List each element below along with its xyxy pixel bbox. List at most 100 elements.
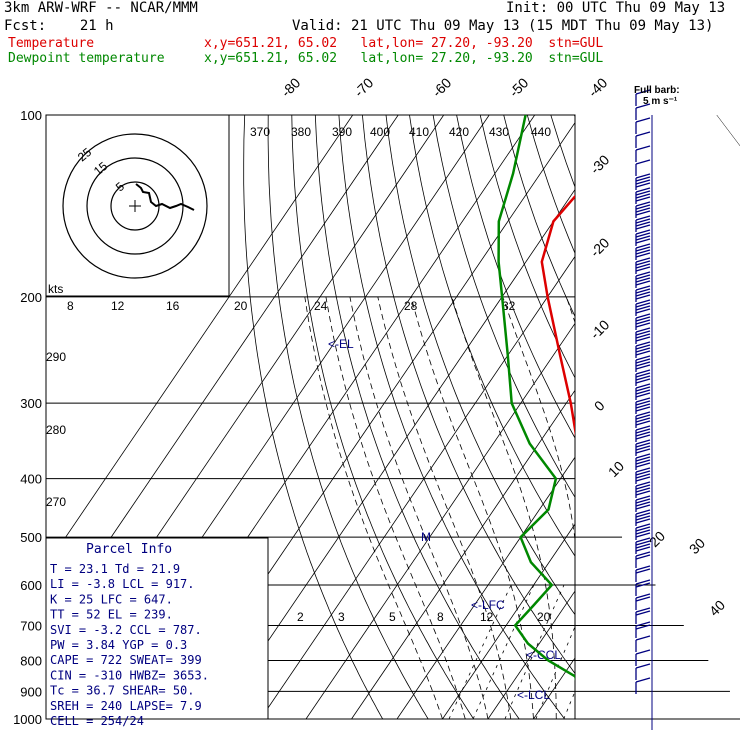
theta-label: 380: [291, 125, 311, 139]
parcel-info-row: LI = -3.8 LCL = 917.: [50, 577, 195, 591]
wind-barb-flag: [635, 266, 651, 272]
pressure-label: 500: [20, 530, 42, 545]
barb-legend: Full barb:: [634, 85, 680, 96]
wind-barb-flag: [635, 456, 651, 462]
moist-adiabat: [565, 296, 575, 324]
wind-barb-flag: [635, 263, 651, 269]
dry-adiabat: [692, 115, 740, 719]
wind-barb-flag: [635, 350, 651, 356]
wind-barb-flag: [635, 252, 651, 258]
isotherm-label: -10: [587, 316, 613, 342]
dry-adiabat: [314, 115, 520, 719]
wind-barb-flag: [635, 215, 651, 221]
wind-barb-flag: [635, 232, 651, 238]
moist-adiabat: [670, 297, 740, 719]
isotherm-line: [46, 115, 354, 567]
plot-frame: [45, 114, 576, 720]
dry-adiabat: [385, 115, 575, 616]
mixing-ratio-label: 20: [234, 299, 248, 313]
mixing-ratio-label: 32: [502, 299, 516, 313]
pressure-label: 1000: [13, 712, 42, 727]
wind-barb-flag: [635, 593, 651, 599]
theta-label: 410: [409, 125, 429, 139]
theta-label: 270: [46, 495, 66, 509]
wind-barb-flag: [635, 190, 651, 196]
isotherm-label: 0: [591, 397, 608, 414]
pressure-label: 400: [20, 472, 42, 487]
dry-adiabat: [267, 115, 429, 719]
wind-barb-flag: [635, 532, 651, 538]
wind-barb-flag: [635, 523, 651, 529]
wind-barb-flag: [635, 509, 651, 515]
wind-barb-flag: [635, 445, 651, 451]
parcel-info-row: CAPE = 722 SWEAT= 399: [50, 653, 202, 667]
theta-label: 280: [46, 423, 66, 437]
wind-barb-flag: [635, 467, 651, 473]
wind-barb-flag: [635, 316, 651, 322]
wind-barb-flag: [635, 568, 651, 574]
wind-barb-flag: [635, 392, 651, 398]
wind-barb-flag: [635, 582, 651, 588]
wind-barb-flag: [635, 529, 651, 535]
parcel-info-row: CIN = -310 HWBZ= 3653.: [50, 668, 209, 682]
wind-barb-flag: [635, 341, 651, 347]
wind-barb-flag: [635, 403, 651, 409]
parcel-info-row: TT = 52 EL = 239.: [50, 608, 173, 622]
wind-barb-flag: [635, 294, 651, 300]
wind-barb-flag: [635, 442, 651, 448]
hodograph-ring: [62, 133, 208, 279]
isotherm-label: -50: [506, 74, 532, 100]
init-time: Init: 00 UTC Thu 09 May 13: [506, 0, 726, 16]
parcel-info-row: CELL = 254/24: [50, 714, 144, 728]
hodograph-units: kts: [48, 282, 63, 296]
wind-barb-flag: [635, 515, 651, 521]
isotherm-label: -40: [585, 74, 611, 100]
wind-barb-flag: [635, 473, 651, 479]
wind-barb-flag: [635, 221, 651, 227]
wind-barb-flag: [635, 285, 651, 291]
wind-barb-flag: [635, 386, 651, 392]
pressure-label: 600: [20, 578, 42, 593]
dewpoint-profile: [497, 115, 575, 682]
wind-barb-flag: [635, 260, 651, 266]
dewpoint-legend: Dewpoint temperature: [8, 51, 165, 66]
wind-barb-flag: [635, 182, 651, 188]
level-marker: M: [421, 530, 431, 544]
wind-barb-flag: [635, 431, 651, 437]
dry-adiabat: [243, 115, 384, 719]
moist-adiabat: [647, 297, 705, 719]
wind-barb-flag: [635, 103, 651, 109]
wind-barb-flag: [635, 257, 651, 263]
wind-barb-flag: [635, 607, 651, 613]
wind-barb-flag: [635, 434, 651, 440]
isotherm-line: [351, 389, 575, 719]
wind-barb-flag: [635, 554, 651, 560]
parcel-info-box: [45, 537, 269, 720]
isotherm-label: 30: [686, 535, 708, 557]
wind-barb-flag: [635, 322, 651, 328]
wind-barb-flag: [635, 179, 651, 185]
wind-barb-flag: [635, 677, 651, 683]
wind-barb-flag: [635, 453, 651, 459]
theta-label: 370: [250, 125, 270, 139]
moist-adiabat: [325, 296, 466, 719]
wind-barb-flag: [635, 327, 651, 333]
level-marker: <-CCL: [526, 648, 561, 662]
wind-barb-flag: [635, 495, 651, 501]
pressure-label: 100: [20, 108, 42, 123]
isotherm-label: -80: [278, 74, 304, 100]
dry-adiabat: [432, 115, 575, 499]
wind-barb-flag: [635, 546, 651, 552]
pressure-label: 800: [20, 653, 42, 668]
wind-barb-flag: [635, 358, 651, 364]
wind-barb-flag: [635, 428, 651, 434]
level-marker: <-LCL: [517, 688, 550, 702]
moist-adiabat: [349, 296, 489, 719]
pressure-label: 700: [20, 618, 42, 633]
dry-adiabat: [645, 115, 740, 719]
wind-barb-flag: [635, 364, 651, 370]
wind-barb-flag: [635, 621, 651, 627]
barb-legend-units: 5 m s⁻¹: [643, 96, 678, 107]
theta-label: 390: [332, 125, 352, 139]
isotherm-label: -60: [429, 74, 455, 100]
